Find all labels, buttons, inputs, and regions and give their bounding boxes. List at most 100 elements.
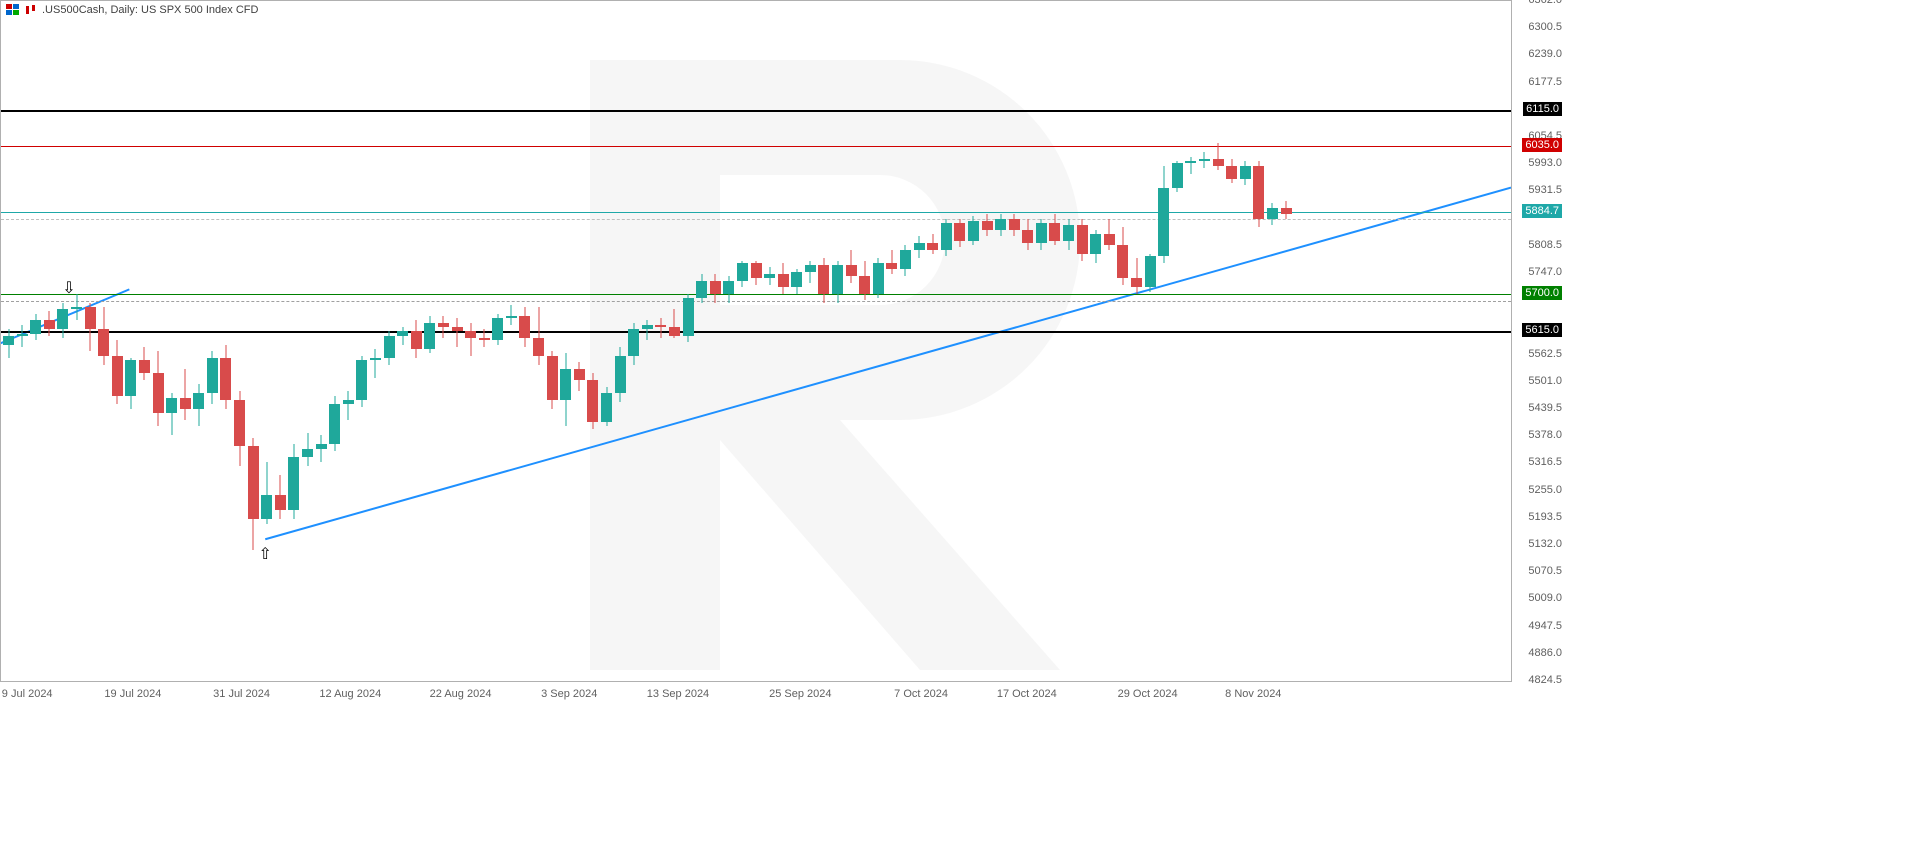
chart-container: ⇩⇧ .US500Cash, Daily: US SPX 500 Index C… <box>0 0 1912 864</box>
candle <box>737 1 748 681</box>
candle <box>1281 1 1292 681</box>
candle <box>1090 1 1101 681</box>
y-tick: 5562.5 <box>1528 348 1562 360</box>
y-tick: 5255.0 <box>1528 484 1562 496</box>
candle <box>1145 1 1156 681</box>
candle <box>927 1 938 681</box>
candle <box>261 1 272 681</box>
candle <box>207 1 218 681</box>
grid-icon[interactable] <box>6 4 20 16</box>
candle <box>710 1 721 681</box>
candle <box>275 1 286 681</box>
y-tick: 4947.5 <box>1528 620 1562 632</box>
candle <box>764 1 775 681</box>
candle <box>424 1 435 681</box>
candle <box>85 1 96 681</box>
candle-icon[interactable] <box>24 4 38 16</box>
candle <box>941 1 952 681</box>
candle <box>411 1 422 681</box>
x-tick: 19 Jul 2024 <box>104 688 161 700</box>
candle <box>1267 1 1278 681</box>
x-tick: 25 Sep 2024 <box>769 688 831 700</box>
candle <box>397 1 408 681</box>
candle <box>1172 1 1183 681</box>
candle <box>1117 1 1128 681</box>
y-tick: 5501.0 <box>1528 375 1562 387</box>
y-tick: 5378.0 <box>1528 429 1562 441</box>
x-tick: 8 Nov 2024 <box>1225 688 1281 700</box>
candle <box>1104 1 1115 681</box>
plot-area[interactable]: ⇩⇧ <box>0 0 1512 682</box>
candle <box>193 1 204 681</box>
candle <box>112 1 123 681</box>
y-tick: 5993.0 <box>1528 157 1562 169</box>
candle <box>506 1 517 681</box>
y-axis: 6362.06300.56239.06177.56054.55993.05931… <box>1510 0 1564 680</box>
candle <box>655 1 666 681</box>
candle <box>547 1 558 681</box>
candle <box>343 1 354 681</box>
candle <box>98 1 109 681</box>
candle <box>465 1 476 681</box>
x-tick: 17 Oct 2024 <box>997 688 1057 700</box>
candle <box>180 1 191 681</box>
candle <box>57 1 68 681</box>
candle <box>519 1 530 681</box>
candle <box>968 1 979 681</box>
candle <box>560 1 571 681</box>
x-tick: 22 Aug 2024 <box>430 688 492 700</box>
candle <box>995 1 1006 681</box>
candle <box>1199 1 1210 681</box>
candle <box>778 1 789 681</box>
candle <box>954 1 965 681</box>
y-tick: 5193.5 <box>1528 511 1562 523</box>
candle <box>846 1 857 681</box>
candle <box>71 1 82 681</box>
candle <box>492 1 503 681</box>
x-tick: 9 Jul 2024 <box>2 688 53 700</box>
candle <box>370 1 381 681</box>
candle <box>329 1 340 681</box>
candle <box>1213 1 1224 681</box>
candle <box>601 1 612 681</box>
candle <box>479 1 490 681</box>
candle <box>452 1 463 681</box>
candle <box>642 1 653 681</box>
candle <box>1185 1 1196 681</box>
candle <box>683 1 694 681</box>
candle <box>791 1 802 681</box>
candle <box>316 1 327 681</box>
candle <box>1158 1 1169 681</box>
candle <box>751 1 762 681</box>
candle <box>859 1 870 681</box>
x-tick: 13 Sep 2024 <box>647 688 709 700</box>
candle <box>1036 1 1047 681</box>
candle <box>832 1 843 681</box>
candle <box>288 1 299 681</box>
y-tick: 4886.0 <box>1528 647 1562 659</box>
candle <box>302 1 313 681</box>
x-tick: 31 Jul 2024 <box>213 688 270 700</box>
candle <box>248 1 259 681</box>
candle <box>723 1 734 681</box>
candle <box>384 1 395 681</box>
price-label: 5884.7 <box>1522 204 1562 218</box>
candle <box>982 1 993 681</box>
y-tick: 5132.0 <box>1528 538 1562 550</box>
candle <box>628 1 639 681</box>
price-label: 6035.0 <box>1522 138 1562 152</box>
candle <box>17 1 28 681</box>
y-tick: 5747.0 <box>1528 266 1562 278</box>
candle <box>873 1 884 681</box>
candle <box>900 1 911 681</box>
candle <box>669 1 680 681</box>
candle <box>220 1 231 681</box>
y-tick: 6177.5 <box>1528 76 1562 88</box>
y-tick: 5439.5 <box>1528 402 1562 414</box>
candle <box>3 1 14 681</box>
candle <box>1063 1 1074 681</box>
candle <box>1009 1 1020 681</box>
y-tick: 5808.5 <box>1528 239 1562 251</box>
candle <box>356 1 367 681</box>
candle <box>1226 1 1237 681</box>
